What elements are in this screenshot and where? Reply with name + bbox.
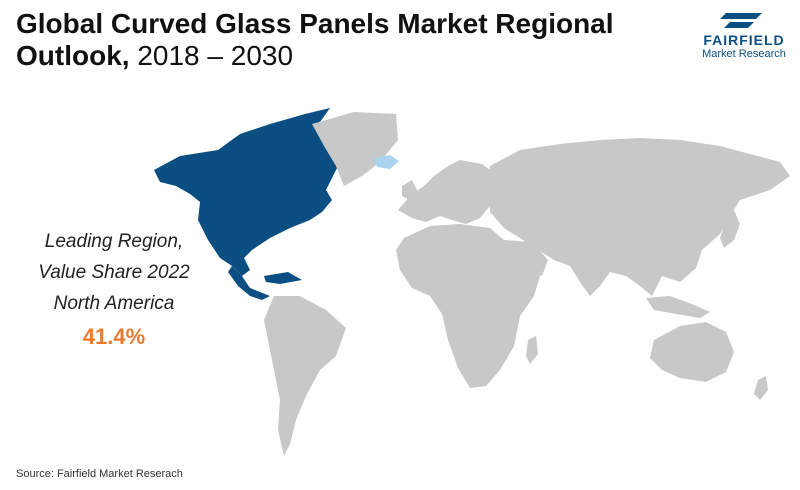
uk-region bbox=[402, 180, 418, 200]
asia-region bbox=[490, 138, 790, 296]
new-zealand-region bbox=[754, 376, 768, 400]
callout-region: North America bbox=[53, 293, 175, 314]
source-note: Source: Fairfield Market Reserach bbox=[16, 468, 183, 480]
greenland-region bbox=[312, 112, 398, 186]
logo-subtitle: Market Research bbox=[702, 48, 786, 60]
page-title: Global Curved Glass Panels Market Region… bbox=[16, 8, 666, 72]
north-america-region bbox=[154, 108, 344, 276]
title-main: Global Curved Glass Panels Market Region… bbox=[16, 8, 614, 71]
caribbean-region bbox=[264, 272, 302, 284]
logo-mark-icon bbox=[720, 13, 762, 28]
callout-line-1: Leading Region, bbox=[44, 231, 184, 252]
madagascar-region bbox=[526, 336, 538, 364]
callout-value: 41.4% bbox=[82, 324, 146, 349]
brand-logo: FAIRFIELD Market Research bbox=[688, 10, 800, 62]
australia-region bbox=[650, 322, 734, 382]
logo-name: FAIRFIELD bbox=[703, 32, 785, 48]
africa-region bbox=[396, 224, 540, 388]
japan-region bbox=[720, 210, 740, 248]
world-map bbox=[154, 108, 790, 456]
arabia-region bbox=[504, 240, 548, 276]
callout-line-2: Value Share 2022 bbox=[38, 262, 190, 283]
leading-region-callout: Leading Region, Value Share 2022 North A… bbox=[14, 226, 214, 352]
central-america-region bbox=[228, 266, 270, 300]
title-years: 2018 – 2030 bbox=[137, 40, 294, 71]
europe-region bbox=[398, 160, 496, 224]
south-america-region bbox=[264, 296, 346, 456]
iceland-region bbox=[374, 155, 399, 169]
southeast-asia-islands-region bbox=[646, 296, 710, 318]
